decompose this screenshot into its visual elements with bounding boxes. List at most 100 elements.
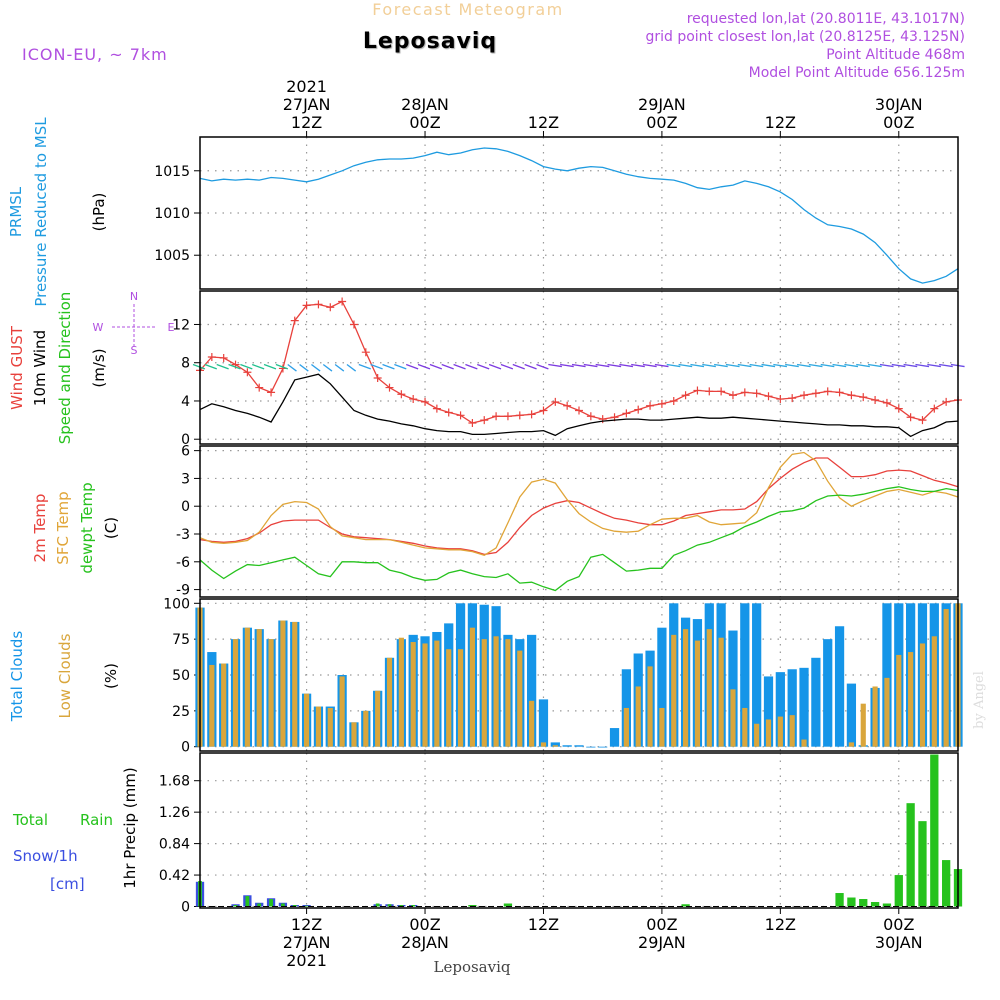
wind-direction-arrow [714,363,728,368]
low-cloud-bar [765,719,772,747]
low-cloud-bar [268,639,274,747]
svg-text:S: S [131,344,138,357]
wind-direction-arrow [725,363,740,368]
rain-bar [411,905,416,907]
wind-direction-arrow [939,363,953,368]
y-tick-label: 0 [181,740,190,756]
low-cloud-bar [801,739,807,747]
rain-bar [894,875,903,907]
low-cloud-bar [789,715,795,747]
gust-marker [373,374,382,383]
x-tick-label: 12Z [291,915,322,934]
x-tick-label: 00Z [646,113,677,132]
gust-marker [634,405,643,414]
wind-direction-arrow [619,363,634,368]
wind-direction-arrow [595,363,610,368]
t2m-line [199,457,959,556]
low-cloud-bar [375,690,381,747]
low-cloud-bar [872,686,878,747]
low-cloud-bar [327,707,333,747]
gust-marker [326,303,335,312]
y-tick-label: 6 [181,444,190,460]
gust-marker [764,392,773,401]
gust-marker [835,388,844,397]
prmsl-line [199,147,959,284]
wind-direction-arrow [275,363,289,370]
low-cloud-bar [221,663,227,747]
gust-marker [575,406,583,415]
x-tick-label: 2021 [286,951,327,970]
gust-marker [906,413,915,422]
x-tick-label: 12Z [765,915,796,934]
temp-unit: (C) [102,517,120,539]
wind-direction-arrow [583,363,598,368]
gust-marker [515,411,524,420]
wind-direction-arrow [322,363,333,372]
low-cloud-bar [659,707,665,747]
y-tick-label: 1.68 [159,774,190,790]
low-cloud-bar [351,722,357,747]
low-cloud-bar [292,621,298,747]
gust-marker [338,297,347,306]
svg-text:W: W [93,321,104,334]
wind-gust-label: Wind GUST [8,325,26,410]
x-tick-label: 27JAN [283,95,331,114]
t2m-label: 2m Temp [31,494,49,563]
x-tick-label: 30JAN [875,933,923,952]
gust-marker [693,386,702,395]
gust-marker [243,368,252,377]
x-tick-label: 30JAN [875,95,923,114]
rain-bar [870,902,880,907]
gust-marker [717,387,726,396]
precip-ylabel: 1hr Precip (mm) [121,767,139,888]
gust-marker [942,397,951,406]
wind-direction-arrow [334,363,345,372]
x-tick-label: 28JAN [401,95,449,114]
gust-marker [409,395,418,404]
x-tick-label: 00Z [883,113,914,132]
rain-bar [269,899,273,907]
wind-direction-arrow [512,363,525,370]
gust-marker [918,416,927,425]
temperature-panel: -9 -6 -3 0 3 6 [176,444,959,599]
low-cloud-bar [280,620,286,747]
gust-marker [290,316,299,325]
wind-direction-arrow [654,363,669,368]
x-tick-label: 27JAN [283,933,331,952]
wind-direction-arrow [394,363,407,370]
total-cloud-bar [823,639,833,747]
low-cloud-bar [671,634,677,747]
x-tick-label: 2021 [286,77,327,96]
wind-direction-arrow [441,363,454,370]
svg-text:E: E [168,321,175,334]
wind-direction-arrow [453,363,466,370]
total-cloud-bar [834,626,845,747]
gust-marker [847,391,856,400]
gust-marker [219,353,228,362]
wind-direction-arrow [879,363,894,368]
total-cloud-bar [574,745,584,747]
wind-direction-arrow [228,363,241,370]
y-tick-label: 0 [181,432,190,448]
wind-direction-arrow [405,363,419,370]
y-tick-label: 12 [172,317,190,333]
wind-direction-arrow [192,363,206,370]
rain-bar [375,903,380,907]
x-tick-label: 12Z [528,915,559,934]
low-cloud-bar [718,637,724,747]
x-tick-label: 00Z [409,113,440,132]
gust-marker [859,393,868,402]
gust-marker [882,398,891,407]
y-tick-label: 1.26 [159,805,190,821]
precip-rain-label: Rain [80,811,113,829]
gust-marker [657,399,666,408]
low-cloud-bar [931,636,937,747]
wind-direction-arrow [216,363,229,370]
location-title: Leposaviq [363,29,497,54]
y-tick-label: 25 [172,704,190,720]
wind-direction-arrow [737,363,752,368]
low-cloud-bar [304,693,310,747]
wind-direction-arrow [867,363,882,368]
gust-marker [800,391,809,400]
